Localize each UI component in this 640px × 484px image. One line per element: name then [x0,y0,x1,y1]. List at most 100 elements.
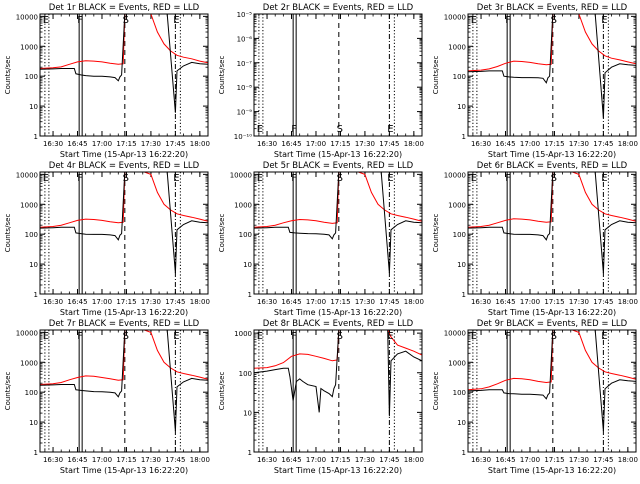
event-marker-label: S [337,173,343,184]
panel-det-9r: Det 9r BLACK = Events, RED = LLD Counts/s… [432,319,638,475]
y-tick-label: 10 [29,261,38,269]
x-tick-label: 17:15 [330,456,350,464]
y-tick-label: 10⁻⁶ [237,35,253,43]
y-axis-label: Counts/sec [218,214,226,253]
x-tick-label: 16:45 [281,298,301,306]
plot-frame [467,329,637,453]
red-lld-series-line [254,330,422,369]
x-tick-label: 16:45 [495,456,515,464]
x-axis-label: Start Time (15-Apr-13 16:22:20) [488,308,616,317]
x-tick-label: 17:30 [141,140,161,148]
x-tick-label: 16:30 [43,298,63,306]
panel-det-5r: Det 5r BLACK = Events, RED = LLD Counts/s… [218,161,424,317]
panel-det-6r: Det 6r BLACK = Events, RED = LLD Counts/s… [432,161,638,317]
y-tick-label: 10000 [444,329,466,337]
y-tick-label: 10000 [444,171,466,179]
plot-area [258,14,395,136]
x-tick-label: 16:30 [257,298,277,306]
y-tick-label: 10⁻¹⁰ [234,133,252,141]
plot-frame [253,171,423,295]
x-tick-label: 16:30 [471,140,491,148]
y-axis-label: Counts/sec [4,56,12,95]
x-tick-label: 17:30 [355,298,375,306]
event-marker-label: E [173,173,179,184]
x-tick-label: 18:00 [404,456,424,464]
event-marker-label: E [471,331,477,342]
x-tick-label: 17:00 [92,298,112,306]
event-marker-label: E [257,124,263,135]
y-tick-label: 10⁻⁵ [237,11,253,19]
x-tick-label: 16:45 [495,140,515,148]
panel-det-3r: Det 3r BLACK = Events, RED = LLD Counts/s… [432,3,638,159]
x-tick-label: 17:00 [306,456,326,464]
y-tick-label: 1 [248,449,252,457]
x-tick-label: 17:00 [520,140,540,148]
y-tick-label: 10000 [16,171,38,179]
y-axis-label: Counts/sec [432,56,440,95]
event-marker-label: F [77,173,83,184]
event-marker-label: E [471,173,477,184]
x-tick-label: 16:30 [257,456,277,464]
x-tick-label: 18:00 [404,140,424,148]
x-tick-label: 16:30 [43,140,63,148]
y-tick-label: 1 [34,291,38,299]
panel-title: Det 4r BLACK = Events, RED = LLD [49,161,200,171]
event-marker-label: S [123,331,129,342]
plot-area [40,14,208,136]
panel-det-1r: Det 1r BLACK = Events, RED = LLD Counts/s… [4,3,210,159]
panel-det-4r: Det 4r BLACK = Events, RED = LLD Counts/s… [4,161,210,317]
plot-frame [39,13,209,137]
event-marker-label: E [43,15,49,26]
x-axis-label: Start Time (15-Apr-13 16:22:20) [274,466,402,475]
y-tick-label: 100 [25,73,38,81]
y-tick-label: 10 [457,419,466,427]
y-tick-label: 10⁻⁷ [237,60,253,68]
x-axis-label: Start Time (15-Apr-13 16:22:20) [60,466,188,475]
event-marker-label: E [173,331,179,342]
red-lld-series-line [468,330,636,391]
black-events-series-line [468,330,636,432]
y-tick-label: 1000 [448,201,466,209]
x-tick-label: 18:00 [618,140,638,148]
y-tick-label: 10000 [230,171,252,179]
x-tick-label: 18:00 [404,298,424,306]
x-tick-label: 17:30 [355,456,375,464]
y-tick-label: 1000 [20,43,38,51]
x-tick-label: 17:15 [116,298,136,306]
event-marker-label: E [257,173,263,184]
panel-det-2r: Det 2r BLACK = Events, RED = LLD Counts/s… [218,3,424,159]
x-tick-label: 17:30 [569,298,589,306]
y-tick-label: 1 [462,133,466,141]
plot-frame [467,171,637,295]
x-tick-label: 17:30 [355,140,375,148]
plot-area [40,330,208,452]
event-marker-label: E [387,124,393,135]
x-tick-label: 17:30 [141,298,161,306]
x-tick-label: 17:45 [593,140,613,148]
event-marker-label: S [551,173,557,184]
event-marker-label: E [471,15,477,26]
x-tick-label: 16:45 [495,298,515,306]
y-tick-label: 1000 [20,201,38,209]
plot-area [468,172,636,294]
x-tick-label: 17:00 [92,140,112,148]
black-events-series-line [40,172,208,274]
x-tick-label: 17:45 [379,140,399,148]
x-tick-label: 16:45 [281,456,301,464]
y-tick-label: 1 [462,291,466,299]
x-tick-label: 16:45 [67,298,87,306]
x-tick-label: 17:15 [544,298,564,306]
black-events-series-line [40,14,208,113]
black-events-series-line [468,14,636,119]
event-marker-label: F [291,331,297,342]
red-lld-series-line [40,14,208,69]
event-marker-label: E [43,173,49,184]
plot-frame [253,13,423,137]
event-marker-label: E [601,173,607,184]
x-tick-label: 17:00 [520,456,540,464]
y-tick-label: 10 [457,261,466,269]
red-lld-series-line [468,172,636,228]
y-tick-label: 10 [457,103,466,111]
y-tick-label: 1000 [234,201,252,209]
y-tick-label: 1 [462,449,466,457]
